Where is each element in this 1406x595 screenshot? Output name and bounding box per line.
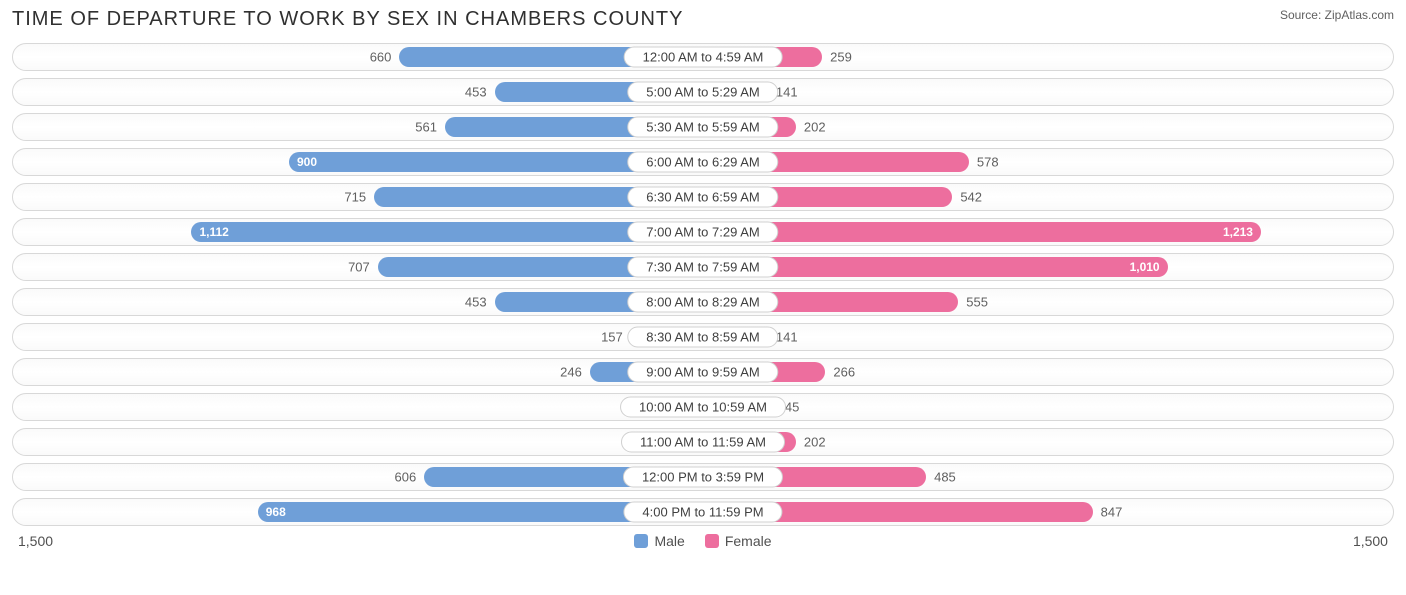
axis-max-left: 1,500 <box>18 533 53 549</box>
axis-max-right: 1,500 <box>1353 533 1388 549</box>
category-label: 10:00 AM to 10:59 AM <box>620 397 786 418</box>
diverging-bar-chart: 66025912:00 AM to 4:59 AM4531415:00 AM t… <box>12 43 1394 526</box>
chart-row: 660 259 12:00 AM to 4:59 AM <box>12 43 1394 71</box>
category-label: 4:00 PM to 11:59 PM <box>623 502 782 523</box>
chart-row: 157 1418:30 AM to 8:59 AM <box>12 323 1394 351</box>
female-value: 202 <box>804 435 826 450</box>
male-value: 900 <box>289 155 325 169</box>
category-label: 12:00 PM to 3:59 PM <box>623 467 783 488</box>
male-value: 246 <box>560 365 582 380</box>
category-label: 11:00 AM to 11:59 AM <box>621 432 785 453</box>
chart-row: 900 578 6:00 AM to 6:29 AM <box>12 148 1394 176</box>
female-value: 1,213 <box>1215 225 1261 239</box>
chart-row: 561 202 5:30 AM to 5:59 AM <box>12 113 1394 141</box>
legend-label-male: Male <box>654 533 684 549</box>
chart-row: 707 1,010 7:30 AM to 7:59 AM <box>12 253 1394 281</box>
male-value: 453 <box>465 85 487 100</box>
male-value: 561 <box>415 120 437 135</box>
chart-title: TIME OF DEPARTURE TO WORK BY SEX IN CHAM… <box>12 8 683 31</box>
category-label: 5:00 AM to 5:29 AM <box>627 82 778 103</box>
female-value: 1,010 <box>1122 260 1168 274</box>
male-value: 1,112 <box>191 225 236 239</box>
male-value: 715 <box>344 190 366 205</box>
female-bar: 1,213 <box>703 222 1261 242</box>
female-value: 555 <box>966 295 988 310</box>
chart-row: 246 266 9:00 AM to 9:59 AM <box>12 358 1394 386</box>
female-value: 266 <box>833 365 855 380</box>
female-value: 259 <box>830 50 852 65</box>
legend-item-male: Male <box>634 533 684 549</box>
chart-row: 5614510:00 AM to 10:59 AM <box>12 393 1394 421</box>
legend-label-female: Female <box>725 533 772 549</box>
category-label: 9:00 AM to 9:59 AM <box>627 362 778 383</box>
male-bar: 1,112 <box>191 222 703 242</box>
category-label: 7:30 AM to 7:59 AM <box>627 257 778 278</box>
chart-row: 453 1415:00 AM to 5:29 AM <box>12 78 1394 106</box>
category-label: 7:00 AM to 7:29 AM <box>627 222 778 243</box>
male-value: 707 <box>348 260 370 275</box>
male-value: 453 <box>465 295 487 310</box>
chart-row: 6320211:00 AM to 11:59 AM <box>12 428 1394 456</box>
female-value: 202 <box>804 120 826 135</box>
chart-row: 606 485 12:00 PM to 3:59 PM <box>12 463 1394 491</box>
female-value: 578 <box>977 155 999 170</box>
female-value: 542 <box>960 190 982 205</box>
legend-item-female: Female <box>705 533 772 549</box>
category-label: 12:00 AM to 4:59 AM <box>624 47 783 68</box>
category-label: 6:00 AM to 6:29 AM <box>627 152 778 173</box>
female-value: 847 <box>1101 505 1123 520</box>
legend: Male Female <box>634 533 771 549</box>
category-label: 8:00 AM to 8:29 AM <box>627 292 778 313</box>
female-value: 141 <box>776 330 798 345</box>
male-value: 157 <box>601 330 623 345</box>
chart-row: 715 542 6:30 AM to 6:59 AM <box>12 183 1394 211</box>
category-label: 5:30 AM to 5:59 AM <box>627 117 778 138</box>
category-label: 6:30 AM to 6:59 AM <box>627 187 778 208</box>
female-value: 141 <box>776 85 798 100</box>
chart-source: Source: ZipAtlas.com <box>1280 8 1394 22</box>
category-label: 8:30 AM to 8:59 AM <box>627 327 778 348</box>
male-value: 968 <box>258 505 294 519</box>
male-value: 606 <box>395 470 417 485</box>
chart-row: 968 847 4:00 PM to 11:59 PM <box>12 498 1394 526</box>
male-swatch-icon <box>634 534 648 548</box>
chart-row: 453 555 8:00 AM to 8:29 AM <box>12 288 1394 316</box>
female-swatch-icon <box>705 534 719 548</box>
chart-header: TIME OF DEPARTURE TO WORK BY SEX IN CHAM… <box>12 8 1394 31</box>
male-value: 660 <box>370 50 392 65</box>
chart-footer: 1,500 Male Female 1,500 <box>12 533 1394 549</box>
female-value: 485 <box>934 470 956 485</box>
chart-row: 1,112 1,213 7:00 AM to 7:29 AM <box>12 218 1394 246</box>
